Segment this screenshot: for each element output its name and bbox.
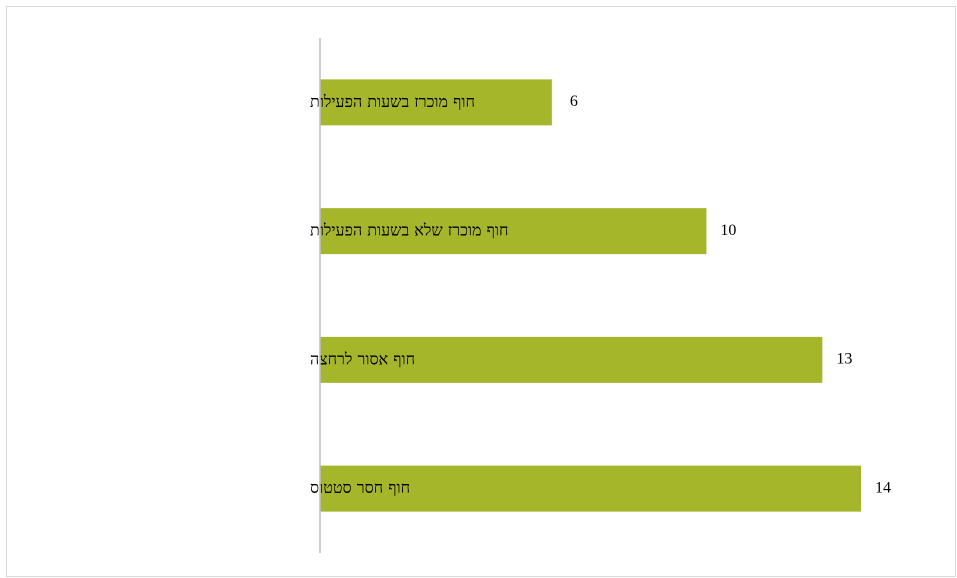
value-label-0: 6 [570,93,578,110]
value-label-2: 13 [836,351,852,368]
category-label-3: חוף חסר סטטוס [310,478,410,497]
bars-group [320,79,861,512]
value-labels-group: 6 10 13 14 [570,93,891,496]
category-label-1: חוף מוכרז שלא בשעות הפעילות [310,221,508,240]
bar-1 [320,208,707,255]
bar-3 [320,465,861,512]
bar-2 [320,336,823,383]
category-labels-group: חוף מוכרז בשעות הפעילות חוף מוכרז שלא בשע… [310,92,508,497]
value-label-3: 14 [875,479,891,496]
category-label-0: חוף מוכרז בשעות הפעילות [310,92,475,111]
category-label-2: חוף אסור לרחצה [310,349,415,368]
bar-0 [320,79,552,126]
value-label-1: 10 [720,222,736,239]
